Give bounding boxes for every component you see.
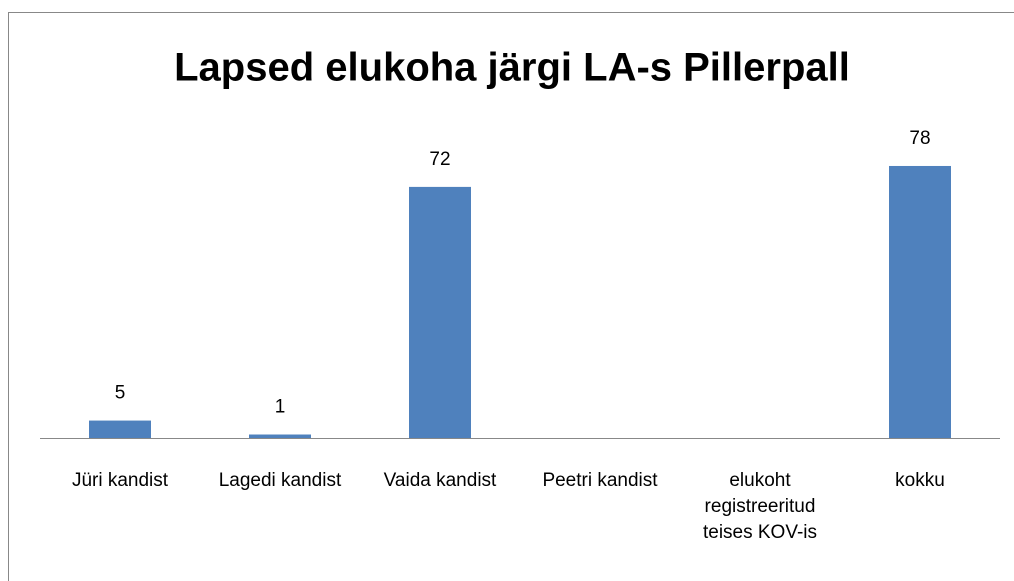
bar (409, 186, 471, 438)
bar (89, 420, 151, 438)
chart-border (8, 12, 1014, 581)
value-label: 78 (909, 128, 930, 149)
chart-title: Lapsed elukoha järgi LA-s Pillerpall (174, 46, 850, 90)
bar (249, 434, 311, 438)
value-label: 5 (115, 383, 126, 404)
bar (889, 165, 951, 438)
x-tick-label: elukoht registreeritud teises KOV-is (702, 470, 818, 543)
x-tick-label: Vaida kandist (383, 470, 497, 491)
value-label: 1 (275, 397, 286, 418)
x-tick-label: kokku (895, 470, 945, 491)
value-label: 72 (429, 149, 450, 170)
x-tick-label: Lagedi kandist (218, 470, 342, 491)
x-tick-label: Jüri kandist (71, 470, 169, 491)
x-tick-label: Peetri kandist (542, 470, 658, 491)
